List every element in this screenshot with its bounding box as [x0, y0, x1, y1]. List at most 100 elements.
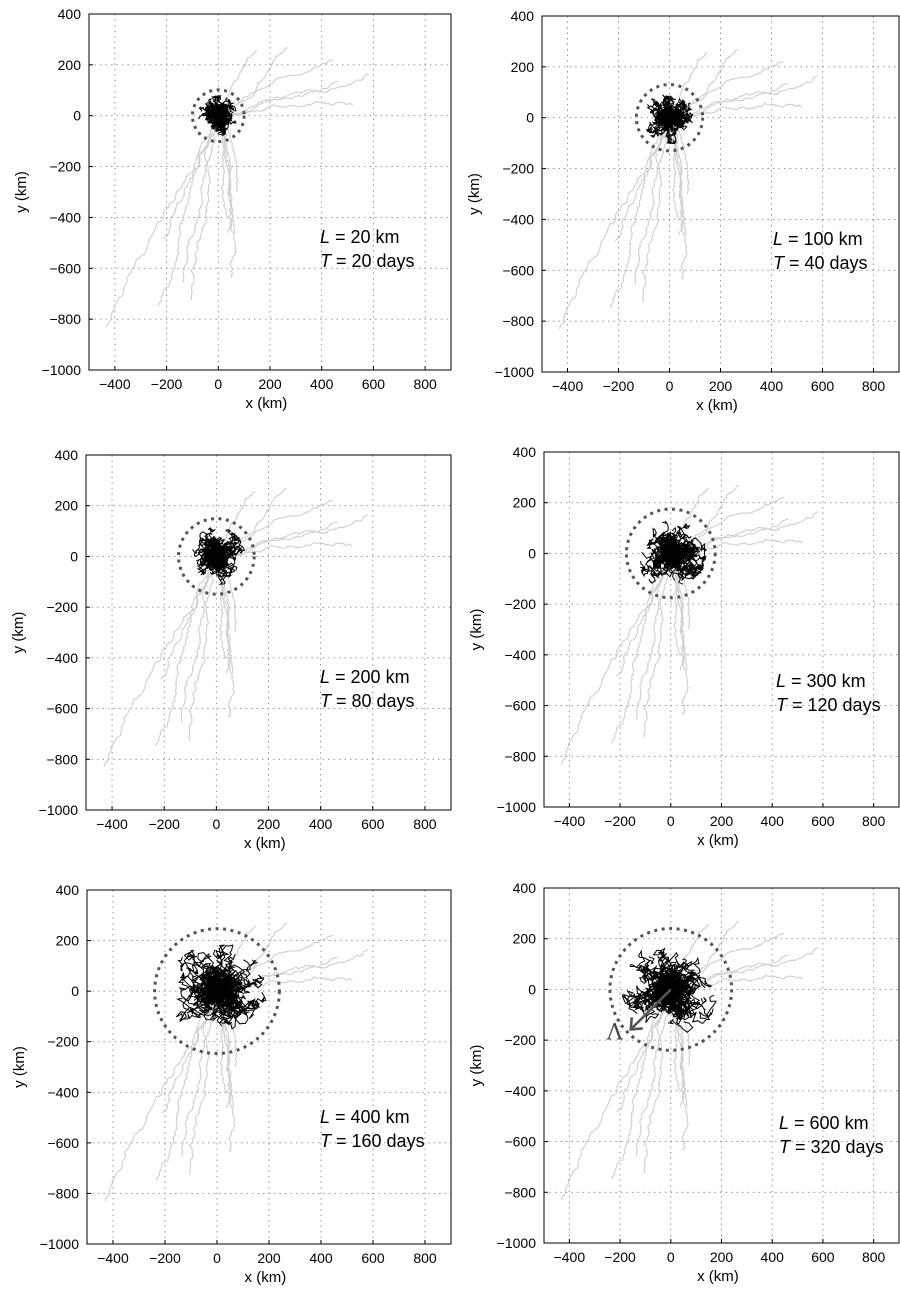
- background-track: [188, 995, 214, 1175]
- y-tick-label: −600: [46, 701, 78, 717]
- x-tick-label: −200: [148, 816, 180, 832]
- x-tick-label: 600: [811, 378, 835, 394]
- background-track: [106, 117, 219, 328]
- grid: [544, 887, 899, 1244]
- foreground-track: [211, 555, 226, 572]
- foreground-track: [204, 554, 226, 567]
- foreground-track: [659, 526, 678, 556]
- foreground-track: [650, 548, 679, 577]
- y-tick-label: −600: [504, 698, 536, 714]
- y-tick-label: 400: [56, 882, 80, 898]
- x-tick-label: 400: [310, 376, 334, 392]
- foreground-tracks: [621, 947, 717, 1033]
- grid: [87, 889, 451, 1245]
- background-tracks: [558, 49, 818, 330]
- y-tick-label: −600: [49, 260, 81, 276]
- foreground-track: [670, 552, 704, 580]
- lambda-arrow: [629, 988, 672, 1031]
- y-tick-label: −400: [49, 209, 81, 225]
- foreground-tracks: [639, 520, 707, 585]
- background-track: [643, 557, 668, 738]
- y-tick-label: −200: [46, 599, 78, 615]
- foreground-track: [654, 981, 677, 1013]
- panel-3: −400 −200 0 200 400 600 800 400 200 0 −200 −400 −600…: [10, 447, 452, 852]
- grid: [544, 451, 899, 808]
- length-annotation: L = 600 km: [779, 1113, 869, 1133]
- length-annotation: L = 300 km: [776, 671, 866, 691]
- y-tick-label: −600: [502, 262, 534, 278]
- grid: [542, 15, 899, 373]
- y-tick-label: 200: [58, 57, 82, 73]
- background-track: [219, 994, 236, 1153]
- foreground-track: [204, 111, 220, 124]
- background-track: [219, 80, 339, 121]
- background-track: [558, 119, 670, 330]
- lambda-label: Λ: [606, 1020, 624, 1045]
- background-track: [182, 117, 218, 283]
- y-tick-label: −400: [47, 1084, 79, 1100]
- foreground-track: [638, 984, 686, 1018]
- panel-4: −400 −200 0 200 400 600 800 400 200 0 −200 −400 −600…: [468, 444, 900, 849]
- background-track: [217, 521, 338, 561]
- foreground-track: [207, 964, 235, 995]
- y-axis-label: y (km): [10, 612, 27, 654]
- x-tick-label: 0: [213, 1250, 221, 1266]
- y-tick-label: 0: [70, 548, 78, 564]
- x-tick-label: −400: [99, 376, 131, 392]
- y-axis-label: y (km): [11, 1046, 28, 1088]
- foreground-track: [217, 104, 234, 118]
- foreground-track: [649, 984, 686, 1005]
- x-tick-label: 600: [362, 376, 386, 392]
- y-tick-label: 400: [55, 447, 79, 463]
- x-tick-label: −200: [604, 1249, 636, 1265]
- foreground-track: [195, 974, 232, 1000]
- x-tick-label: −400: [554, 1249, 586, 1265]
- y-tick-label: 200: [513, 495, 537, 511]
- x-tick-label: 400: [309, 816, 333, 832]
- x-tick-label: −400: [96, 816, 128, 832]
- background-track: [673, 556, 690, 715]
- x-axis-label: x (km): [697, 832, 739, 849]
- time-annotation: T = 160 days: [320, 1131, 425, 1151]
- y-tick-label: −200: [504, 596, 536, 612]
- x-axis-label: x (km): [697, 1268, 739, 1285]
- background-track: [220, 558, 237, 633]
- background-track: [560, 990, 671, 1201]
- background-track: [188, 560, 213, 741]
- panel-6: Λ −400 −200 0 200 400 600 800 400 200 0 −200 −400 −60…: [468, 880, 900, 1285]
- x-tick-label: 600: [361, 1250, 385, 1266]
- y-tick-label: −800: [46, 751, 78, 767]
- y-tick-label: −800: [502, 313, 534, 329]
- y-tick-label: 200: [56, 933, 80, 949]
- foreground-track: [646, 967, 681, 1002]
- x-tick-label: 200: [709, 378, 733, 394]
- background-track: [220, 118, 237, 278]
- x-tick-label: 600: [361, 816, 385, 832]
- length-annotation: L = 20 km: [320, 227, 400, 247]
- y-tick-label: −1000: [495, 364, 535, 380]
- foreground-track: [186, 951, 218, 997]
- x-tick-label: 800: [862, 1249, 886, 1265]
- y-tick-label: 0: [526, 110, 534, 126]
- y-tick-label: 200: [511, 59, 535, 75]
- y-tick-label: 200: [55, 498, 79, 514]
- x-tick-label: 800: [413, 1250, 437, 1266]
- background-track: [180, 558, 216, 723]
- background-track: [673, 119, 690, 194]
- y-tick-label: −200: [47, 1034, 79, 1050]
- x-tick-label: 800: [862, 378, 886, 394]
- x-tick-label: 200: [710, 813, 734, 829]
- foreground-track: [216, 540, 242, 559]
- y-tick-label: −400: [46, 650, 78, 666]
- foreground-track: [662, 971, 701, 1010]
- x-axis-label: x (km): [244, 835, 286, 852]
- x-tick-label: 0: [667, 813, 675, 829]
- x-tick-label: 400: [760, 378, 784, 394]
- background-track: [669, 487, 709, 553]
- time-annotation: T = 120 days: [776, 695, 881, 715]
- x-tick-label: 800: [413, 816, 437, 832]
- radius-circle: [624, 507, 717, 600]
- background-track: [222, 117, 239, 192]
- y-tick-label: −1000: [39, 802, 79, 818]
